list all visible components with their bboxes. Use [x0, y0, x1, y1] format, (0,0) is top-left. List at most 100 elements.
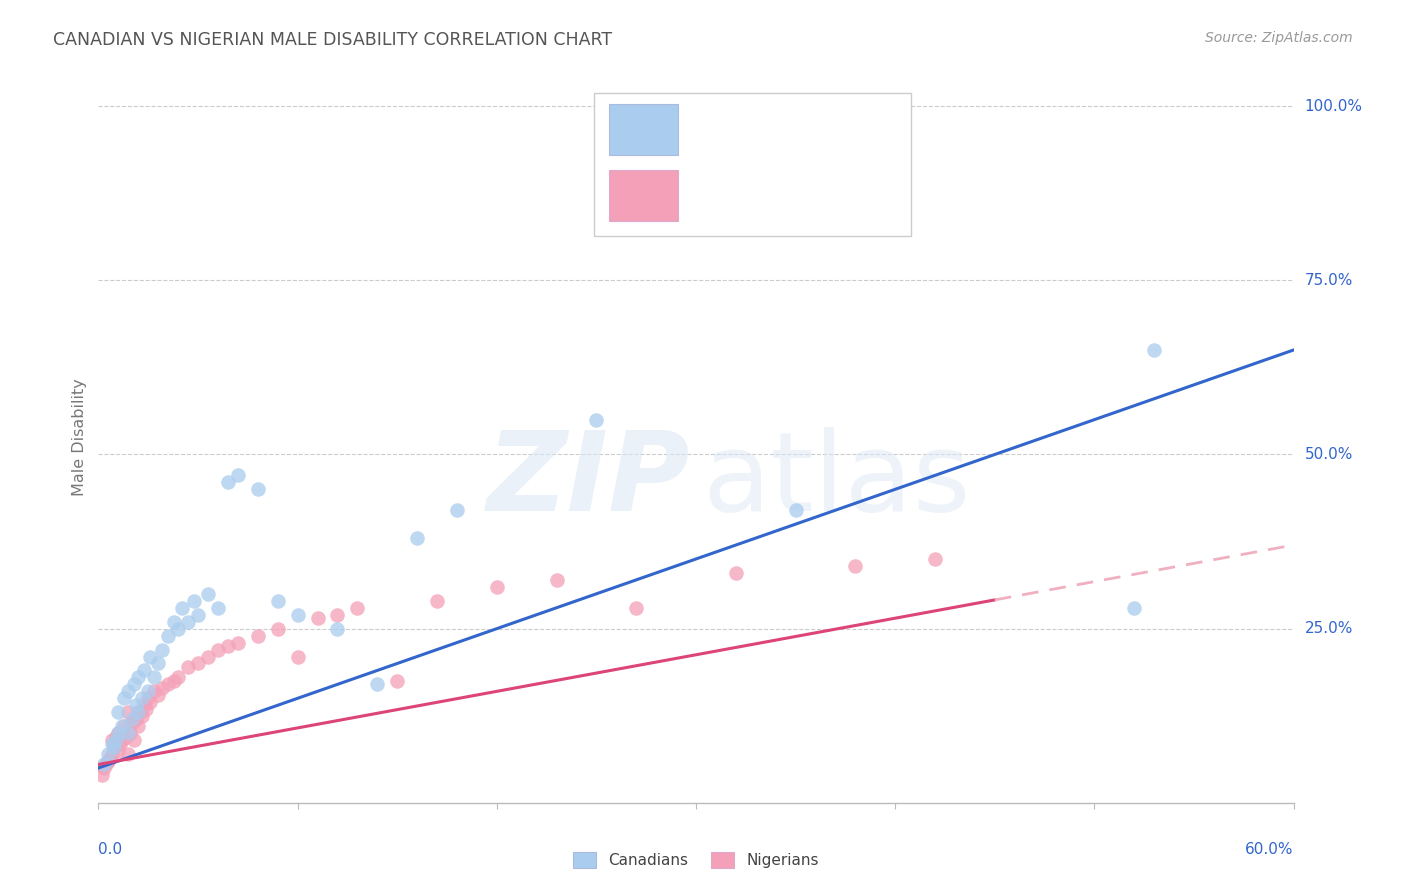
Point: [157, 677, 180, 691]
Text: R = 0.584   N = 46: R = 0.584 N = 46: [696, 110, 866, 128]
Text: 60.0%: 60.0%: [1246, 842, 1294, 856]
Point: [307, 611, 329, 625]
Point: [107, 743, 129, 757]
Point: [844, 183, 866, 197]
Point: [125, 698, 148, 713]
Point: [98, 750, 122, 764]
Point: [134, 664, 156, 678]
FancyBboxPatch shape: [609, 170, 678, 221]
Point: [117, 684, 139, 698]
Point: [107, 726, 129, 740]
Point: [112, 691, 135, 706]
Point: [121, 712, 143, 726]
Point: [150, 681, 173, 695]
Point: [148, 688, 170, 702]
Point: [117, 747, 139, 761]
Point: [107, 705, 129, 719]
Point: [127, 705, 149, 719]
Point: [110, 737, 132, 751]
Point: [101, 737, 124, 751]
Text: R = 0.542   N = 58: R = 0.542 N = 58: [696, 176, 866, 194]
Text: CANADIAN VS NIGERIAN MALE DISABILITY CORRELATION CHART: CANADIAN VS NIGERIAN MALE DISABILITY COR…: [53, 31, 613, 49]
Text: 25.0%: 25.0%: [1305, 621, 1353, 636]
Point: [585, 412, 607, 426]
Point: [267, 594, 290, 608]
Point: [117, 726, 139, 740]
Point: [131, 691, 153, 706]
Point: [112, 719, 135, 733]
Point: [124, 677, 146, 691]
Point: [127, 670, 149, 684]
Point: [326, 607, 349, 622]
Point: [127, 705, 149, 719]
Point: [287, 607, 309, 622]
Point: [246, 629, 269, 643]
Point: [124, 733, 146, 747]
Point: [226, 468, 249, 483]
Point: [217, 475, 239, 490]
Point: [326, 622, 349, 636]
Point: [197, 587, 219, 601]
Text: ZIP: ZIP: [486, 427, 690, 534]
Point: [97, 747, 120, 761]
Point: [172, 600, 194, 615]
Point: [197, 649, 219, 664]
Text: 50.0%: 50.0%: [1305, 447, 1353, 462]
Legend: Canadians, Nigerians: Canadians, Nigerians: [574, 853, 818, 868]
Point: [96, 757, 118, 772]
Text: 100.0%: 100.0%: [1305, 99, 1362, 113]
Point: [103, 740, 125, 755]
Point: [167, 622, 190, 636]
Point: [406, 531, 429, 545]
Point: [187, 657, 209, 671]
Point: [139, 649, 162, 664]
Point: [426, 594, 449, 608]
Point: [143, 684, 166, 698]
Point: [485, 580, 508, 594]
Point: [546, 573, 568, 587]
Point: [101, 747, 124, 761]
Point: [93, 761, 115, 775]
Point: [97, 754, 120, 768]
Point: [1123, 600, 1146, 615]
FancyBboxPatch shape: [609, 104, 678, 155]
Point: [157, 629, 180, 643]
Point: [163, 615, 186, 629]
Point: [246, 483, 269, 497]
Point: [101, 733, 124, 747]
Point: [136, 691, 159, 706]
Point: [105, 730, 128, 744]
Point: [105, 733, 128, 747]
Point: [103, 740, 125, 755]
Point: [724, 566, 747, 580]
Point: [139, 695, 162, 709]
Point: [143, 670, 166, 684]
Point: [148, 657, 170, 671]
Point: [136, 684, 159, 698]
Text: 75.0%: 75.0%: [1305, 273, 1353, 288]
Point: [111, 726, 134, 740]
Point: [91, 768, 114, 782]
Point: [131, 708, 153, 723]
Text: Source: ZipAtlas.com: Source: ZipAtlas.com: [1205, 31, 1353, 45]
Point: [207, 642, 229, 657]
Point: [97, 754, 120, 768]
Point: [117, 705, 139, 719]
Point: [626, 600, 648, 615]
Point: [267, 622, 290, 636]
Point: [134, 698, 156, 713]
Y-axis label: Male Disability: Male Disability: [72, 378, 87, 496]
Point: [217, 639, 239, 653]
Point: [1143, 343, 1166, 357]
Point: [107, 726, 129, 740]
FancyBboxPatch shape: [595, 94, 911, 236]
Point: [287, 649, 309, 664]
Point: [129, 705, 152, 719]
Point: [183, 594, 205, 608]
Point: [167, 670, 190, 684]
Point: [177, 660, 200, 674]
Point: [187, 607, 209, 622]
Point: [177, 615, 200, 629]
Text: atlas: atlas: [702, 427, 970, 534]
Point: [111, 733, 134, 747]
